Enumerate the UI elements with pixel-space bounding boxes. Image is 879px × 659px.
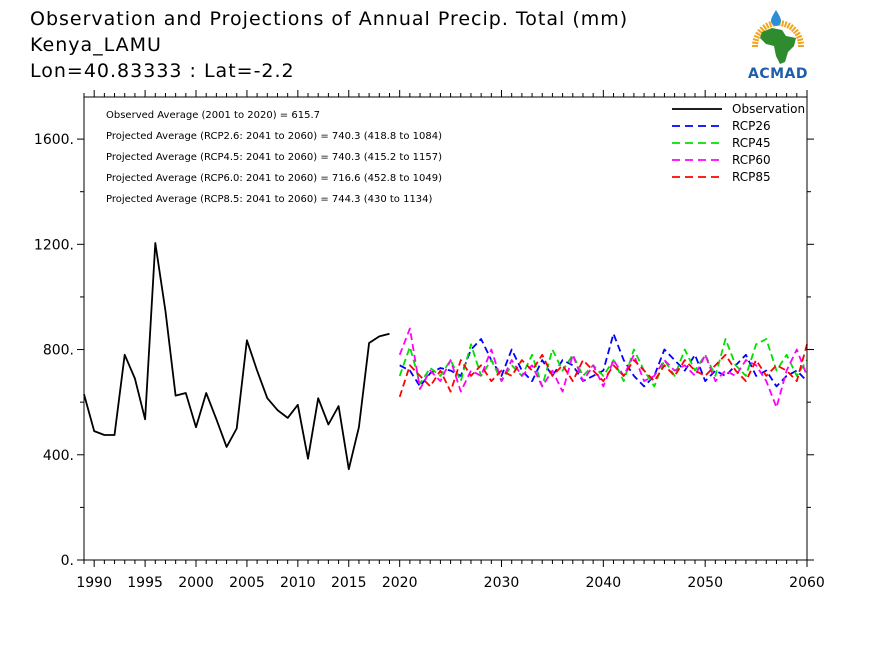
x-tick-label: 2030 [484,575,520,591]
series-line-observation [83,242,390,471]
acmad-logo: ACMAD [738,8,818,84]
legend-label-observation: Observation [732,102,805,116]
x-tick-label: 2000 [178,575,214,591]
legend-label-rcp45: RCP45 [732,136,771,150]
series-line-rcp60 [398,327,808,409]
series-line-rcp85 [398,344,808,398]
y-tick-label: 400. [43,448,74,464]
y-tick-label: 1200. [34,237,74,253]
y-tick-label: 0. [61,553,74,569]
legend-label-rcp85: RCP85 [732,170,771,184]
x-tick-label: 2050 [687,575,723,591]
annotation-text: Projected Average (RCP8.5: 2041 to 2060)… [106,194,433,205]
plot-frame [83,96,808,561]
x-tick-label: 2015 [331,575,367,591]
x-tick-label: 2060 [789,575,825,591]
y-tick-label: 800. [43,343,74,359]
x-tick-label: 1995 [127,575,163,591]
annotation-text: Projected Average (RCP2.6: 2041 to 2060)… [106,131,442,142]
chart-title: Observation and Projections of Annual Pr… [30,8,629,30]
annotation-text: Projected Average (RCP6.0: 2041 to 2060)… [106,173,442,184]
x-tick-label: 2010 [280,575,316,591]
location-label: Kenya_LAMU [30,34,162,56]
legend-label-rcp60: RCP60 [732,153,771,167]
x-tick-label: 2020 [382,575,418,591]
series-line-rcp45 [398,338,808,388]
x-tick-label: 2040 [586,575,622,591]
x-tick-label: 1990 [76,575,112,591]
annotation-text: Projected Average (RCP4.5: 2041 to 2060)… [106,152,442,163]
acmad-logo-text: ACMAD [748,66,808,82]
y-tick-label: 1600. [34,132,74,148]
legend-label-rcp26: RCP26 [732,119,771,133]
coordinates-label: Lon=40.83333 : Lat=-2.2 [30,60,295,82]
annotation-text: Observed Average (2001 to 2020) = 615.7 [106,110,320,121]
x-tick-label: 2005 [229,575,265,591]
africa-sun-icon [752,10,804,64]
